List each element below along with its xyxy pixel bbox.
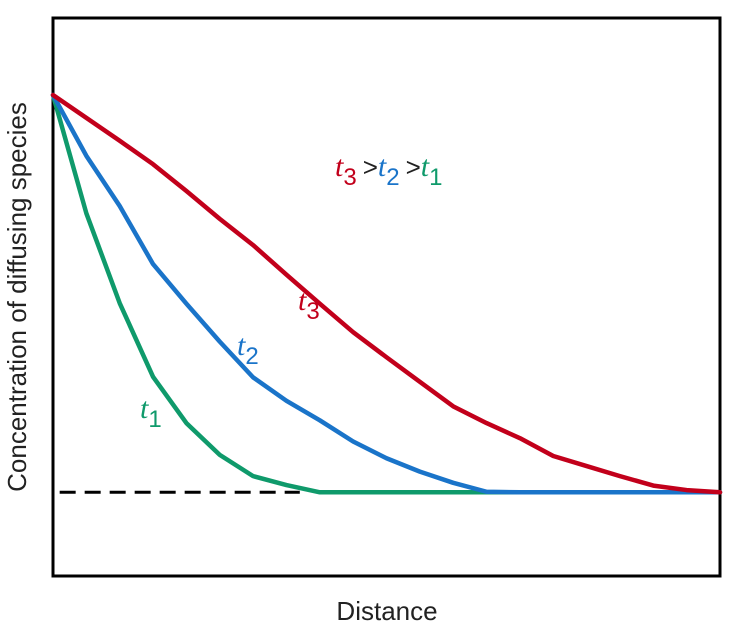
annotation-variable: t (378, 150, 387, 183)
series-label-subscript: 2 (245, 343, 258, 370)
y-axis-label: Concentration of diffusing species (2, 102, 32, 492)
annotation-subscript: 2 (386, 164, 399, 191)
annotation-operator: > (406, 152, 421, 182)
x-axis-label: Distance (336, 596, 437, 626)
annotation-subscript: 1 (429, 164, 442, 191)
series-label: t1 (140, 392, 162, 433)
annotation-variable: t (421, 150, 430, 183)
series-label: t2 (237, 329, 259, 370)
series-label-name: t (140, 392, 149, 425)
series-line (50, 92, 723, 495)
annotation-variable: t (335, 150, 344, 183)
annotation-subscript: 3 (343, 164, 356, 191)
series-label-name: t (237, 329, 246, 362)
series-label-subscript: 3 (306, 298, 319, 325)
annotation: t3 >t2 >t1 (335, 150, 442, 191)
plot-frame (51, 16, 722, 578)
annotation-operator: > (363, 152, 378, 182)
series-label: t3 (298, 284, 320, 325)
series-line (50, 92, 723, 495)
series-label-name: t (298, 284, 307, 317)
series-label-subscript: 1 (148, 406, 161, 433)
